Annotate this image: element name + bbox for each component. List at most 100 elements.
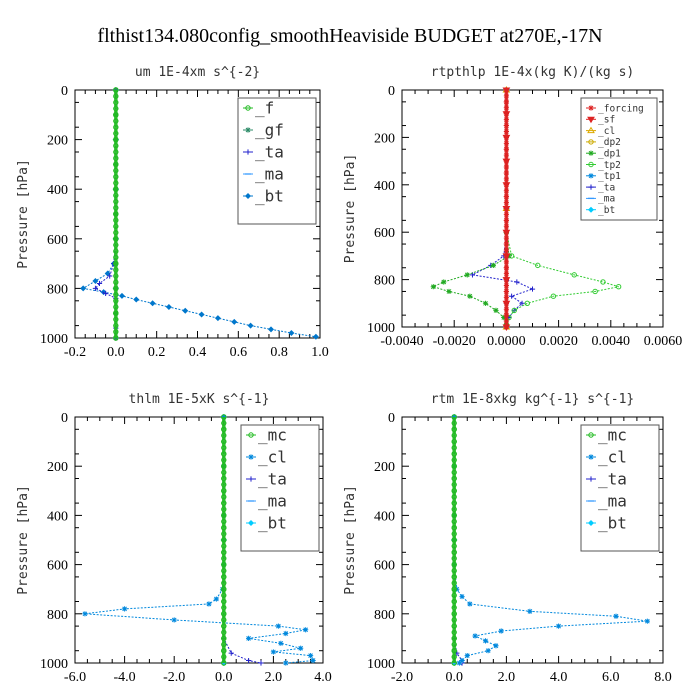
data-point bbox=[113, 174, 119, 180]
data-point bbox=[221, 635, 227, 642]
data-point bbox=[221, 500, 227, 506]
data-point bbox=[451, 518, 457, 525]
x-tick-label: -2.0 bbox=[391, 670, 413, 685]
zero-profile-markers bbox=[451, 414, 457, 666]
data-point bbox=[92, 285, 99, 291]
data-point bbox=[451, 641, 457, 648]
data-point bbox=[451, 648, 457, 654]
y-tick-label: 200 bbox=[47, 134, 68, 149]
legend-box bbox=[580, 424, 660, 552]
data-point bbox=[451, 586, 457, 592]
data-point bbox=[221, 574, 227, 580]
data-point bbox=[113, 335, 119, 341]
y-tick-label: 200 bbox=[374, 131, 395, 146]
legend-marker bbox=[588, 150, 594, 156]
data-point bbox=[503, 223, 509, 229]
data-point bbox=[592, 288, 598, 295]
x-tick-label: 0.6 bbox=[230, 345, 248, 360]
data-point bbox=[107, 273, 113, 279]
data-point bbox=[113, 242, 119, 248]
data-point bbox=[221, 592, 227, 599]
data-point bbox=[231, 318, 238, 325]
data-point bbox=[503, 294, 509, 300]
data-point bbox=[451, 574, 457, 580]
data-point bbox=[103, 290, 109, 296]
data-point bbox=[113, 254, 119, 261]
data-point bbox=[451, 438, 457, 445]
data-point bbox=[503, 211, 509, 218]
data-point bbox=[221, 568, 227, 574]
y-tick-label: 800 bbox=[374, 274, 395, 289]
series-line bbox=[470, 90, 534, 325]
data-point bbox=[503, 259, 509, 265]
data-point bbox=[503, 158, 509, 164]
data-point bbox=[464, 653, 470, 659]
data-point bbox=[221, 555, 227, 562]
panel-title: thlm 1E-5xK s^{-1} bbox=[129, 392, 270, 407]
data-point bbox=[113, 223, 119, 230]
x-tick-label: 0.2 bbox=[148, 345, 166, 360]
data-point bbox=[485, 648, 491, 654]
data-point bbox=[113, 298, 119, 304]
data-point bbox=[613, 613, 619, 619]
data-point bbox=[503, 312, 509, 318]
data-point bbox=[221, 463, 227, 469]
data-point bbox=[550, 293, 557, 299]
data-point bbox=[113, 205, 119, 211]
data-point bbox=[221, 598, 227, 605]
data-point bbox=[451, 537, 457, 543]
legend-marker bbox=[588, 184, 594, 190]
legend-marker bbox=[245, 105, 251, 111]
y-tick-label: 200 bbox=[374, 460, 395, 475]
legend-label: _mc bbox=[598, 426, 627, 445]
legend-label: _ta bbox=[255, 143, 284, 162]
x-tick-label: 0.4 bbox=[189, 345, 207, 360]
data-point bbox=[451, 561, 457, 568]
data-point bbox=[456, 660, 463, 666]
data-point bbox=[113, 279, 119, 285]
y-tick-label: 1000 bbox=[367, 657, 395, 672]
legend-label: _bt bbox=[598, 205, 615, 216]
data-point bbox=[600, 279, 606, 285]
zero-profile-markers bbox=[221, 414, 227, 666]
data-point bbox=[82, 611, 88, 617]
y-tick-label: 600 bbox=[374, 226, 395, 241]
data-point bbox=[113, 267, 119, 273]
legend-marker bbox=[248, 454, 254, 460]
y-tick-label: 400 bbox=[374, 509, 395, 524]
data-point bbox=[113, 186, 119, 192]
data-point bbox=[198, 311, 205, 318]
data-point bbox=[113, 136, 119, 143]
data-point bbox=[221, 488, 227, 494]
legend-marker bbox=[588, 476, 594, 482]
data-point bbox=[221, 543, 227, 549]
data-point bbox=[451, 494, 457, 500]
legend-marker bbox=[245, 193, 251, 199]
data-point bbox=[268, 326, 274, 333]
data-point bbox=[165, 304, 172, 310]
legend-label: _ta bbox=[598, 470, 627, 489]
data-point bbox=[221, 537, 227, 543]
data-point bbox=[451, 445, 457, 451]
data-point bbox=[113, 161, 119, 168]
y-tick-label: 1000 bbox=[40, 657, 68, 672]
y-tick-label: 800 bbox=[47, 282, 68, 297]
data-point bbox=[503, 199, 509, 206]
x-tick-label: 2.0 bbox=[498, 670, 516, 685]
data-point bbox=[556, 623, 562, 629]
data-point bbox=[503, 134, 509, 140]
panel-title: rtpthlp 1E-4x(kg K)/(kg s) bbox=[431, 65, 635, 80]
legend-label: _forcing bbox=[598, 103, 644, 114]
data-point bbox=[451, 654, 457, 660]
y-tick-label: 600 bbox=[374, 559, 395, 574]
data-point bbox=[113, 211, 119, 217]
data-point bbox=[149, 300, 156, 307]
data-point bbox=[451, 426, 457, 432]
data-point bbox=[221, 531, 227, 537]
data-point bbox=[221, 660, 227, 666]
data-point bbox=[451, 592, 457, 599]
y-axis-label: Pressure [hPa] bbox=[16, 485, 31, 595]
data-point bbox=[171, 617, 177, 623]
data-point bbox=[451, 457, 457, 463]
data-point bbox=[221, 641, 227, 648]
